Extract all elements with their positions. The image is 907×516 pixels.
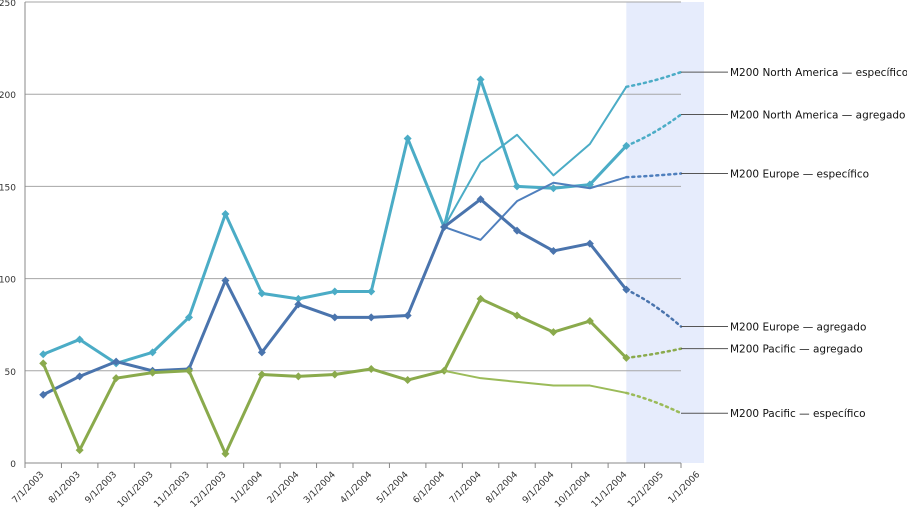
- x-tick-label: 11/1/2003: [152, 470, 192, 510]
- series-5: M200 Pacific — específico: [443, 369, 866, 420]
- data-point: [112, 357, 121, 366]
- data-point: [148, 368, 157, 377]
- data-point: [403, 134, 412, 143]
- series-3: M200 Europe — agregado: [39, 195, 866, 399]
- data-point: [257, 348, 266, 357]
- data-point: [549, 246, 558, 255]
- series-label: M200 North America — agregado: [730, 109, 905, 121]
- data-point: [221, 276, 230, 285]
- data-point: [294, 372, 303, 381]
- y-tick-label: 50: [5, 368, 17, 378]
- data-point: [549, 184, 558, 193]
- data-point: [39, 359, 48, 368]
- projection-line: [625, 113, 683, 148]
- data-point: [367, 287, 376, 296]
- data-point: [221, 449, 230, 458]
- data-point: [585, 317, 594, 326]
- data-point: [403, 376, 412, 385]
- x-tick-label: 4/1/2004: [339, 470, 375, 506]
- x-tick-label: 8/1/2003: [47, 470, 83, 506]
- data-point: [476, 294, 485, 303]
- data-point: [39, 390, 48, 399]
- data-point: [476, 195, 485, 204]
- y-tick-label: 0: [10, 460, 16, 470]
- data-point: [476, 75, 485, 84]
- x-tick-label: 10/1/2003: [116, 470, 156, 510]
- data-point: [585, 180, 594, 189]
- series-line: [42, 197, 628, 397]
- data-point: [294, 294, 303, 303]
- data-point: [39, 350, 48, 359]
- x-tick-label: 9/1/2004: [521, 470, 557, 506]
- data-point: [148, 348, 157, 357]
- x-tick-label: 11/1/2004: [590, 470, 630, 510]
- data-point: [403, 311, 412, 320]
- data-point: [513, 311, 521, 320]
- series-label: M200 Pacific — específico: [730, 408, 866, 420]
- x-tick-label: 1/1/2006: [667, 470, 703, 506]
- y-tick-label: 100: [0, 276, 16, 286]
- data-point: [549, 328, 558, 337]
- data-point: [330, 313, 339, 322]
- series-label: M200 Pacific — agregado: [730, 344, 863, 356]
- data-point: [112, 374, 121, 383]
- series-label: M200 North America — específico: [730, 67, 907, 79]
- x-tick-label: 8/1/2004: [484, 470, 520, 506]
- series-line: [443, 369, 627, 394]
- data-point: [367, 364, 376, 373]
- data-point: [75, 446, 84, 455]
- projection-line: [625, 347, 683, 360]
- x-tick-label: 2/1/2004: [266, 470, 302, 506]
- y-tick-label: 250: [0, 0, 16, 9]
- data-point: [75, 335, 84, 344]
- series-label: M200 Europe — específico: [730, 168, 869, 180]
- y-tick-label: 200: [0, 91, 16, 101]
- projection-line: [625, 172, 683, 179]
- forecast-shading: [626, 2, 704, 463]
- x-tick-label: 3/1/2004: [302, 470, 338, 506]
- data-point: [294, 300, 303, 309]
- series-1: M200 North America — agregado: [39, 75, 905, 368]
- x-tick-label: 6/1/2004: [412, 470, 448, 506]
- data-point: [185, 366, 193, 375]
- x-tick-label: 5/1/2004: [375, 470, 411, 506]
- series-label: M200 Europe — agregado: [730, 322, 866, 334]
- data-point: [622, 285, 631, 294]
- x-tick-label: 9/1/2003: [84, 470, 120, 506]
- data-point: [622, 353, 631, 362]
- x-tick-label: 10/1/2004: [553, 470, 593, 510]
- series-4: M200 Pacific — agregado: [39, 294, 863, 458]
- data-point: [440, 222, 449, 231]
- data-point: [75, 372, 84, 381]
- projection-line: [625, 391, 683, 415]
- data-point: [513, 226, 521, 235]
- y-tick-label: 150: [0, 183, 16, 193]
- series-0: M200 North America — específico: [443, 67, 907, 228]
- x-tick-label: 1/1/2004: [229, 470, 265, 506]
- data-point: [513, 182, 521, 191]
- x-tick-label: 7/1/2004: [448, 470, 484, 506]
- series-line: [443, 176, 627, 241]
- data-point: [330, 287, 339, 296]
- series-line: [443, 86, 628, 228]
- data-point: [221, 210, 230, 219]
- data-point: [330, 370, 339, 379]
- x-tick-label: 12/1/2003: [189, 470, 229, 510]
- data-point: [257, 370, 266, 379]
- data-point: [585, 239, 594, 248]
- x-tick-label: 7/1/2003: [11, 470, 47, 506]
- projection-line: [625, 288, 683, 328]
- data-point: [622, 141, 631, 150]
- series-2: M200 Europe — específico: [443, 168, 869, 241]
- data-point: [257, 289, 266, 298]
- data-point: [367, 313, 376, 322]
- data-point: [185, 313, 193, 322]
- x-tick-label: 12/1/2005: [626, 470, 666, 510]
